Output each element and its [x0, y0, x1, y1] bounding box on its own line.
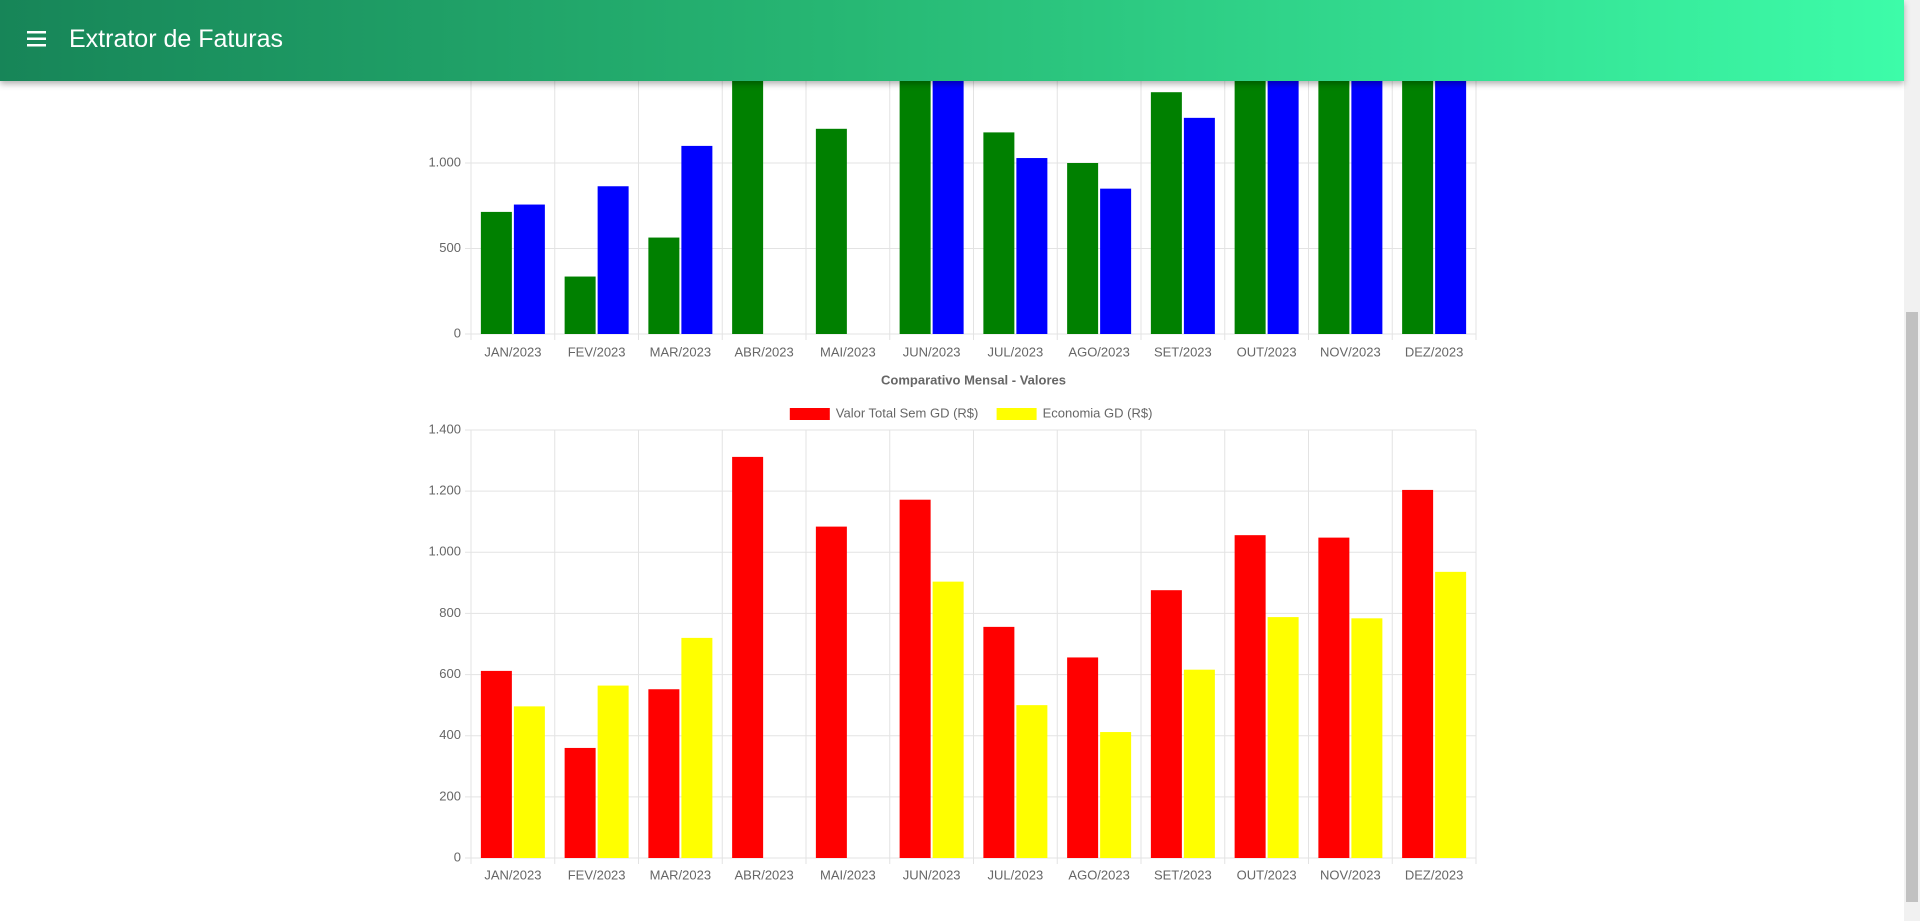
y-tick-label: 0: [454, 325, 461, 340]
x-tick-label: MAI/2023: [820, 867, 876, 882]
x-tick-label: MAR/2023: [650, 344, 711, 359]
bar: [1183, 117, 1215, 334]
bar: [983, 626, 1015, 858]
bar: [899, 499, 931, 858]
bar: [681, 145, 713, 334]
bar: [681, 637, 713, 858]
bar: [1234, 535, 1266, 858]
x-tick-label: JUN/2023: [903, 344, 961, 359]
bar: [1318, 60, 1350, 335]
x-tick-label: OUT/2023: [1237, 867, 1297, 882]
bar: [513, 204, 545, 334]
y-tick-label: 1.000: [428, 154, 461, 169]
bar: [648, 237, 680, 334]
x-tick-label: AGO/2023: [1068, 867, 1129, 882]
y-tick-label: 800: [439, 605, 461, 620]
app-bar: Extrator de Faturas: [0, 0, 1904, 81]
x-tick-label: JUN/2023: [903, 867, 961, 882]
legend-label: Valor Total Sem GD (R$): [836, 405, 979, 420]
bar: [1267, 77, 1299, 334]
x-tick-label: JUL/2023: [988, 344, 1044, 359]
y-tick-label: 0: [454, 849, 461, 864]
bar: [1150, 92, 1182, 335]
bar: [1067, 163, 1099, 334]
bar: [1435, 51, 1467, 334]
x-tick-label: ABR/2023: [734, 344, 793, 359]
bar: [1351, 618, 1383, 858]
bar: [648, 689, 680, 858]
bar: [732, 456, 764, 858]
x-tick-label: SET/2023: [1154, 344, 1212, 359]
bar: [932, 581, 964, 858]
bar: [1067, 657, 1099, 858]
bar: [564, 276, 596, 334]
bar: [899, 51, 931, 334]
x-tick-label: MAI/2023: [820, 344, 876, 359]
bar: [1402, 489, 1434, 858]
bar: [1016, 705, 1048, 858]
bar: [564, 747, 596, 858]
bar: [1183, 669, 1215, 858]
x-tick-label: JUL/2023: [988, 867, 1044, 882]
y-tick-label: 500: [439, 240, 461, 255]
x-tick-label: AGO/2023: [1068, 344, 1129, 359]
bar: [983, 132, 1015, 334]
x-tick-label: NOV/2023: [1320, 867, 1381, 882]
x-tick-label: JAN/2023: [484, 344, 541, 359]
y-tick-label: 600: [439, 666, 461, 681]
bar: [1402, 34, 1434, 334]
y-tick-label: 1.000: [428, 544, 461, 559]
bar: [1435, 571, 1467, 858]
x-tick-label: SET/2023: [1154, 867, 1212, 882]
x-tick-label: FEV/2023: [568, 344, 626, 359]
bar: [1234, 60, 1266, 335]
bar: [1267, 617, 1299, 858]
scroll-thumb[interactable]: [1906, 312, 1918, 902]
bar: [1351, 77, 1383, 334]
y-tick-label: 200: [439, 788, 461, 803]
scrollbar[interactable]: [1904, 0, 1920, 921]
bar: [1150, 590, 1182, 858]
legend-swatch: [996, 408, 1037, 420]
app-title: Extrator de Faturas: [69, 25, 283, 53]
x-tick-label: ABR/2023: [734, 867, 793, 882]
y-tick-label: 400: [439, 727, 461, 742]
bar: [1016, 158, 1048, 334]
y-tick-label: 1.400: [428, 421, 461, 436]
x-tick-label: NOV/2023: [1320, 344, 1381, 359]
x-tick-label: FEV/2023: [568, 867, 626, 882]
bar: [732, 43, 764, 335]
bar: [480, 211, 512, 334]
x-tick-label: DEZ/2023: [1405, 867, 1464, 882]
bar: [815, 128, 847, 334]
bar: [1100, 732, 1132, 858]
chart-title: Comparativo Mensal - Valores: [881, 372, 1066, 387]
bar: [513, 706, 545, 858]
x-tick-label: OUT/2023: [1237, 344, 1297, 359]
bar: [1318, 537, 1350, 858]
bar: [597, 186, 629, 334]
bar: [932, 68, 964, 334]
bar: [1100, 188, 1132, 334]
bar: [597, 685, 629, 858]
bar: [815, 526, 847, 858]
y-tick-label: 1.200: [428, 483, 461, 498]
menu-button[interactable]: [27, 31, 47, 47]
x-tick-label: MAR/2023: [650, 867, 711, 882]
x-tick-label: DEZ/2023: [1405, 344, 1464, 359]
bar: [480, 670, 512, 858]
legend-label: Economia GD (R$): [1043, 405, 1153, 420]
x-tick-label: JAN/2023: [484, 867, 541, 882]
legend-swatch: [789, 408, 830, 420]
